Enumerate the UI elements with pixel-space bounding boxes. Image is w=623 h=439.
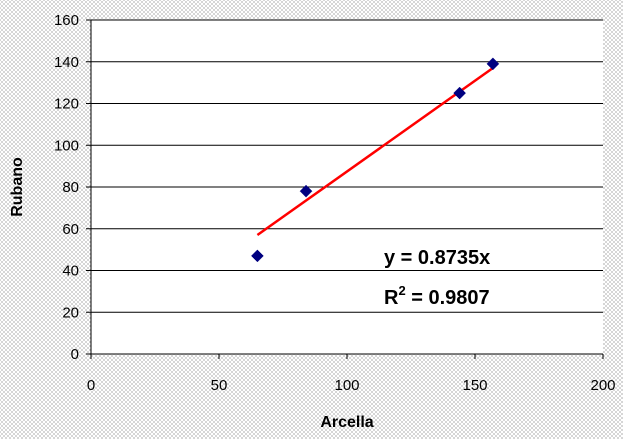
y-tick-label: 100	[54, 137, 79, 154]
x-axis-title: Arcella	[320, 414, 373, 431]
y-tick-label: 80	[62, 179, 79, 196]
x-tick-label: 100	[334, 377, 359, 394]
tick-labels: 0 20 40 60 80 100 120 140 160 0 50 100 150 200	[54, 12, 616, 394]
data-point	[453, 86, 466, 100]
y-tick-label: 140	[54, 54, 79, 71]
y-tick-label: 0	[71, 346, 79, 363]
data-point	[299, 184, 313, 198]
y-tick-label: 160	[54, 12, 79, 29]
x-tick-label: 200	[590, 377, 615, 394]
data-point	[251, 249, 264, 263]
data-points	[251, 57, 500, 263]
y-tick-label: 120	[54, 96, 79, 113]
y-axis-title: Rubano	[9, 157, 26, 217]
r-squared-exponent: 2	[398, 283, 405, 298]
y-tick-label: 20	[62, 304, 79, 321]
grid-lines	[91, 19, 603, 313]
y-tick-label: 40	[62, 263, 79, 280]
r-squared-prefix: R	[384, 287, 399, 309]
x-tick-label: 150	[462, 377, 487, 394]
x-tick-label: 50	[211, 377, 228, 394]
data-point	[486, 57, 500, 71]
axes	[86, 19, 604, 359]
r-squared-value: = 0.9807	[406, 287, 490, 309]
trendline-equation: y = 0.8735x	[384, 247, 490, 269]
trendline-layer	[256, 66, 494, 237]
trendline	[256, 66, 494, 237]
y-tick-label: 60	[62, 221, 79, 238]
x-tick-label: 0	[87, 377, 95, 394]
r-squared-label: R2 = 0.9807	[384, 283, 490, 309]
